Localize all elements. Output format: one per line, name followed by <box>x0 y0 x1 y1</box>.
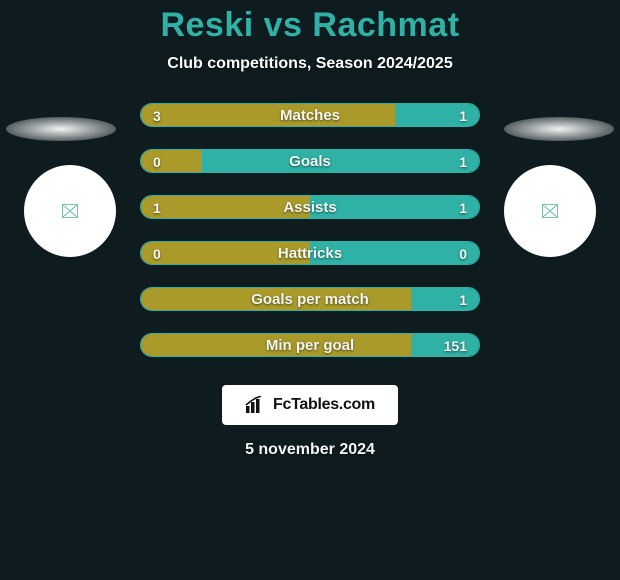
stat-value-right: 1 <box>447 196 479 219</box>
stat-fill-left <box>141 104 395 126</box>
stat-value-left: 3 <box>141 104 173 127</box>
stat-fill-left <box>141 288 411 310</box>
stat-fill-right <box>202 150 479 172</box>
avatar-left <box>24 165 116 257</box>
stat-value-left <box>141 288 165 311</box>
stat-row: Min per goal151 <box>140 333 480 357</box>
image-placeholder-icon <box>542 204 558 218</box>
bar-chart-icon <box>245 396 267 414</box>
stat-row: Goals01 <box>140 149 480 173</box>
stat-row: Assists11 <box>140 195 480 219</box>
stat-bars: Matches31Goals01Assists11Hattricks00Goal… <box>140 103 480 379</box>
stat-value-left: 0 <box>141 242 173 265</box>
comparison-card: Reski vs Rachmat Club competitions, Seas… <box>0 0 620 459</box>
brand-badge: FcTables.com <box>222 385 398 425</box>
stat-value-left: 0 <box>141 150 173 173</box>
image-placeholder-icon <box>62 204 78 218</box>
stat-value-right: 151 <box>432 334 479 357</box>
stat-value-left: 1 <box>141 196 173 219</box>
date-text: 5 november 2024 <box>0 441 620 459</box>
stat-row: Hattricks00 <box>140 241 480 265</box>
stat-value-right: 1 <box>447 104 479 127</box>
spotlight-left <box>6 117 116 141</box>
subtitle: Club competitions, Season 2024/2025 <box>0 55 620 73</box>
stat-fill-left <box>141 334 411 356</box>
stat-row: Matches31 <box>140 103 480 127</box>
stats-area: Matches31Goals01Assists11Hattricks00Goal… <box>0 103 620 383</box>
stat-value-right: 0 <box>447 242 479 265</box>
stat-row: Goals per match1 <box>140 287 480 311</box>
avatar-right <box>504 165 596 257</box>
spotlight-right <box>504 117 614 141</box>
page-title: Reski vs Rachmat <box>0 6 620 45</box>
stat-value-left <box>141 334 165 357</box>
stat-value-right: 1 <box>447 288 479 311</box>
brand-text: FcTables.com <box>273 396 375 414</box>
stat-value-right: 1 <box>447 150 479 173</box>
